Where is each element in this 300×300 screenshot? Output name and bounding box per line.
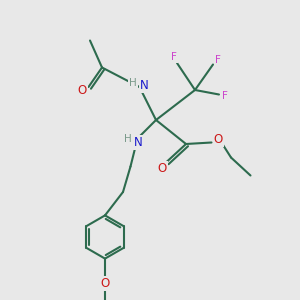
Text: H: H	[129, 77, 137, 88]
Text: O: O	[100, 277, 109, 290]
Text: F: F	[222, 91, 228, 101]
Text: N: N	[134, 136, 143, 149]
Text: N: N	[140, 79, 148, 92]
Text: O: O	[214, 133, 223, 146]
Text: F: F	[214, 55, 220, 65]
Text: O: O	[78, 83, 87, 97]
Text: O: O	[158, 161, 166, 175]
Text: H: H	[124, 134, 131, 144]
Text: F: F	[171, 52, 177, 62]
